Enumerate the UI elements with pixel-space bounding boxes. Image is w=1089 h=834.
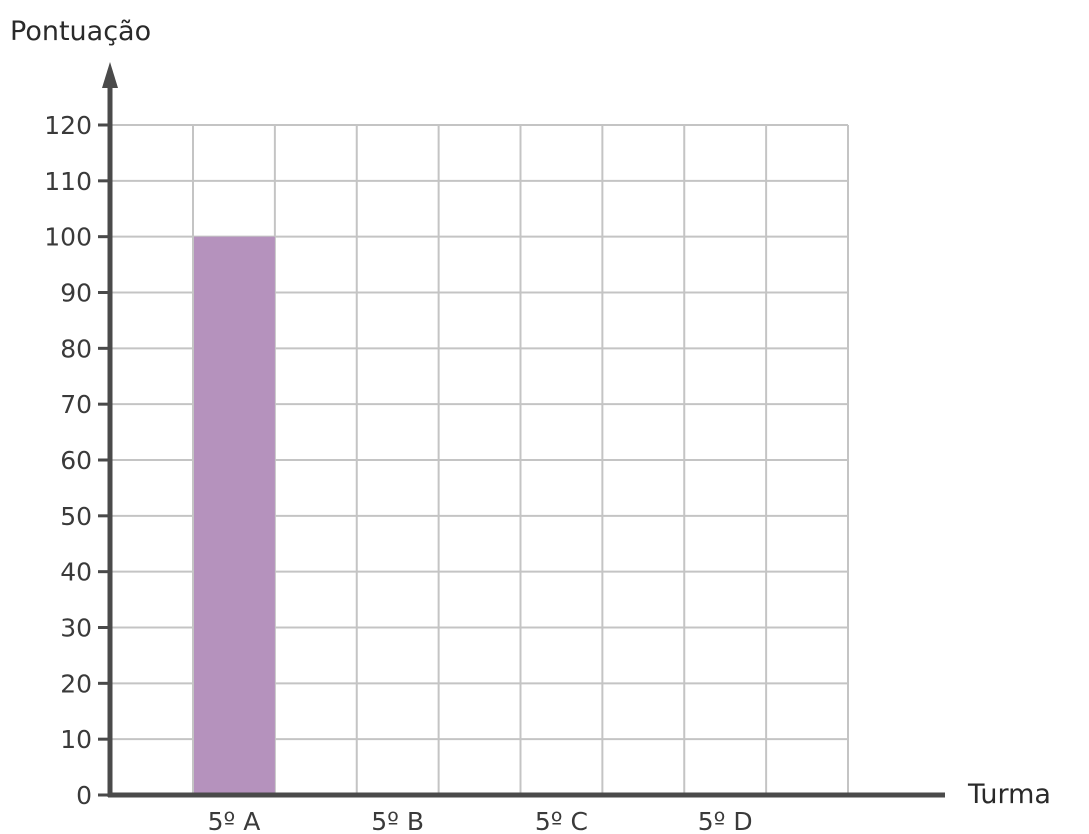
y-tick-label-5: 50 bbox=[60, 502, 92, 531]
y-tick-label-4: 40 bbox=[60, 558, 92, 587]
x-tick-label-2: 5º C bbox=[535, 807, 588, 834]
x-axis-title: Turma bbox=[967, 779, 1051, 810]
y-tick-label-12: 120 bbox=[44, 111, 92, 140]
y-tick-label-1: 10 bbox=[60, 725, 92, 754]
y-tick-label-9: 90 bbox=[60, 279, 92, 308]
y-tick-label-6: 60 bbox=[60, 446, 92, 475]
y-tick-label-0: 0 bbox=[76, 781, 92, 810]
y-tick-label-2: 20 bbox=[60, 669, 92, 698]
y-tick-label-7: 70 bbox=[60, 390, 92, 419]
x-axis-ticks: 5º A 5º B 5º C 5º D bbox=[208, 807, 753, 834]
x-tick-label-3: 5º D bbox=[698, 807, 753, 834]
y-tick-label-8: 80 bbox=[60, 334, 92, 363]
chart-bars bbox=[194, 236, 275, 795]
chart-axes bbox=[102, 62, 945, 798]
y-tick-label-10: 100 bbox=[44, 223, 92, 252]
x-tick-label-1: 5º B bbox=[371, 807, 424, 834]
y-tick-label-11: 110 bbox=[44, 167, 92, 196]
y-axis-ticks: 0 10 20 30 40 50 60 70 80 90 100 110 120 bbox=[44, 111, 110, 810]
y-axis-arrow-icon bbox=[102, 62, 118, 88]
y-tick-label-3: 30 bbox=[60, 614, 92, 643]
y-axis-title: Pontuação bbox=[10, 16, 151, 47]
bar-0 bbox=[194, 236, 275, 795]
x-tick-label-0: 5º A bbox=[208, 807, 261, 834]
